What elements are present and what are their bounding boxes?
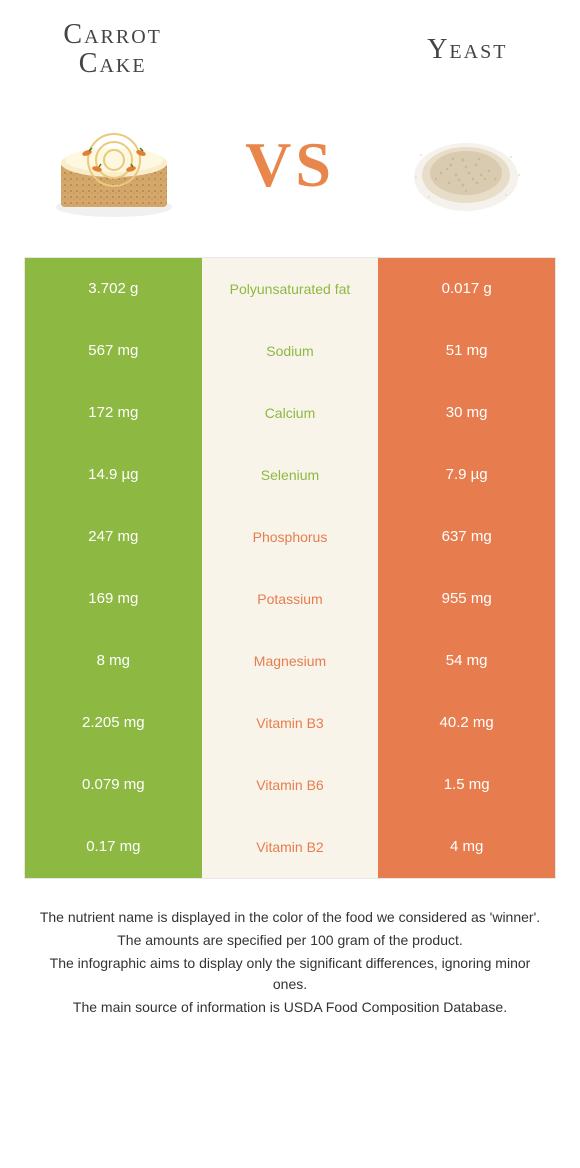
nutrient-label: Phosphorus — [202, 506, 379, 568]
footnote-line: The amounts are specified per 100 gram o… — [36, 930, 544, 951]
nutrient-label: Sodium — [202, 320, 379, 382]
right-value: 637 mg — [378, 506, 555, 568]
nutrient-label: Vitamin B2 — [202, 816, 379, 878]
left-value: 0.17 mg — [25, 816, 202, 878]
right-value: 955 mg — [378, 568, 555, 630]
table-row: 2.205 mgVitamin B340.2 mg — [25, 692, 555, 754]
right-value: 4 mg — [378, 816, 555, 878]
nutrient-label: Calcium — [202, 382, 379, 444]
table-row: 0.079 mgVitamin B61.5 mg — [25, 754, 555, 816]
images-row: VS — [24, 95, 556, 235]
left-food-image — [24, 95, 204, 235]
vs-label-box: VS — [204, 128, 376, 202]
table-row: 8 mgMagnesium54 mg — [25, 630, 555, 692]
left-value: 0.079 mg — [25, 754, 202, 816]
nutrient-table: 3.702 gPolyunsaturated fat0.017 g567 mgS… — [24, 257, 556, 879]
nutrient-label: Vitamin B3 — [202, 692, 379, 754]
table-row: 0.17 mgVitamin B24 mg — [25, 816, 555, 878]
table-row: 247 mgPhosphorus637 mg — [25, 506, 555, 568]
left-title-col: CarrotCake — [24, 20, 201, 79]
left-value: 247 mg — [25, 506, 202, 568]
right-value: 0.017 g — [378, 258, 555, 320]
infographic-container: CarrotCake Yeast — [0, 0, 580, 1040]
footnote-line: The nutrient name is displayed in the co… — [36, 907, 544, 928]
titles-row: CarrotCake Yeast — [24, 20, 556, 79]
right-value: 54 mg — [378, 630, 555, 692]
yeast-icon — [391, 105, 541, 225]
left-value: 172 mg — [25, 382, 202, 444]
nutrient-label: Magnesium — [202, 630, 379, 692]
nutrient-label: Selenium — [202, 444, 379, 506]
left-value: 8 mg — [25, 630, 202, 692]
left-title: CarrotCake — [24, 20, 201, 79]
table-row: 3.702 gPolyunsaturated fat0.017 g — [25, 258, 555, 320]
table-row: 169 mgPotassium955 mg — [25, 568, 555, 630]
table-row: 14.9 µgSelenium7.9 µg — [25, 444, 555, 506]
right-value: 51 mg — [378, 320, 555, 382]
carrot-cake-icon — [39, 105, 189, 225]
right-title-col: Yeast — [379, 35, 556, 64]
right-value: 7.9 µg — [378, 444, 555, 506]
left-value: 3.702 g — [25, 258, 202, 320]
left-value: 14.9 µg — [25, 444, 202, 506]
right-value: 40.2 mg — [378, 692, 555, 754]
nutrient-label: Potassium — [202, 568, 379, 630]
left-value: 567 mg — [25, 320, 202, 382]
nutrient-label: Polyunsaturated fat — [202, 258, 379, 320]
right-food-image — [376, 95, 556, 235]
footnote-line: The main source of information is USDA F… — [36, 997, 544, 1018]
right-title: Yeast — [379, 35, 556, 64]
left-value: 2.205 mg — [25, 692, 202, 754]
right-value: 30 mg — [378, 382, 555, 444]
footnote-line: The infographic aims to display only the… — [36, 953, 544, 995]
vs-label: VS — [245, 129, 335, 200]
nutrient-label: Vitamin B6 — [202, 754, 379, 816]
footnotes-block: The nutrient name is displayed in the co… — [24, 907, 556, 1018]
table-row: 567 mgSodium51 mg — [25, 320, 555, 382]
table-row: 172 mgCalcium30 mg — [25, 382, 555, 444]
left-value: 169 mg — [25, 568, 202, 630]
right-value: 1.5 mg — [378, 754, 555, 816]
